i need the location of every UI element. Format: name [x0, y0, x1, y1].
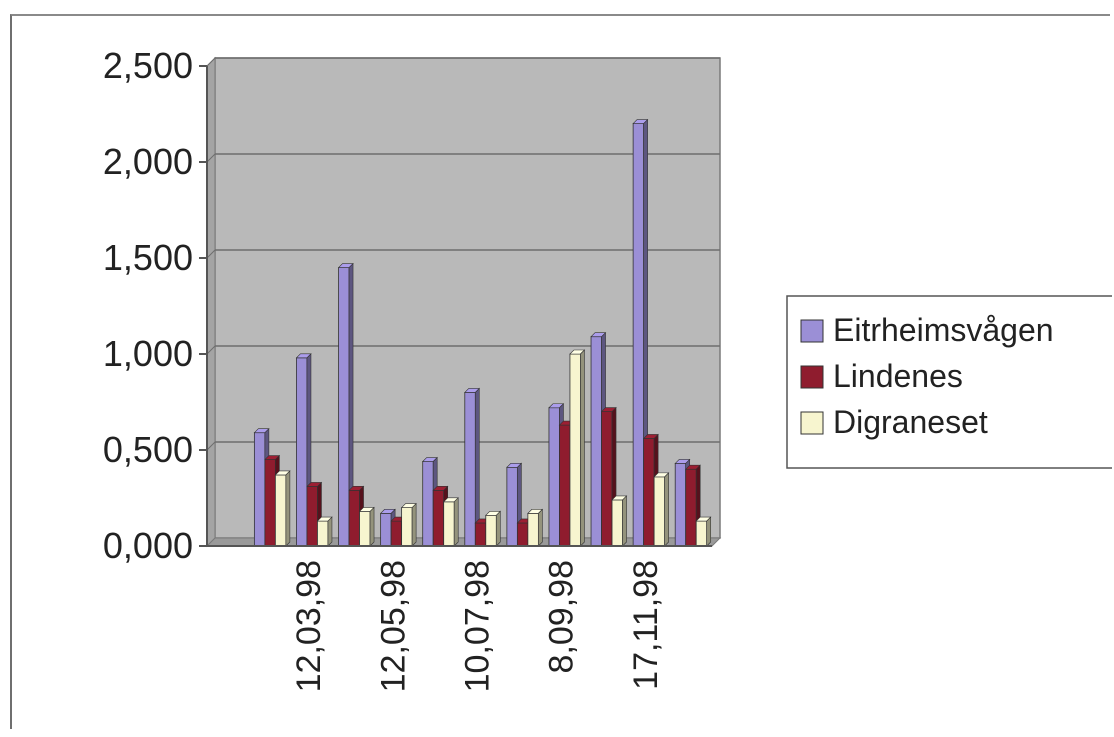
legend: Eitrheimsvågen Lindenes Digraneset	[786, 295, 1112, 469]
bar-side	[369, 506, 375, 547]
plot-side-wall	[206, 56, 216, 548]
bar	[611, 499, 623, 547]
bar	[559, 424, 571, 547]
bar	[516, 522, 529, 547]
gridline-side	[206, 57, 216, 67]
x-tick-label: 12,05,98	[374, 560, 412, 692]
bar	[653, 476, 666, 547]
bar	[601, 411, 613, 547]
y-tick-label: 2,000	[103, 141, 193, 182]
gridline-side	[206, 345, 216, 355]
y-tick-label: 0,000	[103, 525, 193, 566]
bar	[569, 353, 581, 547]
gridline-side	[206, 441, 216, 451]
bar	[643, 438, 655, 547]
bar	[432, 489, 445, 547]
y-tick-label: 2,500	[103, 45, 193, 86]
gridline-side	[206, 153, 216, 163]
bar	[274, 474, 287, 547]
x-tick-label: 10,07,98	[459, 560, 497, 692]
x-axis: 12,03,98 12,05,98 10,07,98 8,09,98 17,11,98	[207, 545, 712, 692]
legend-label: Eitrheimsvågen	[833, 312, 1054, 348]
bar	[338, 267, 350, 547]
bar	[317, 520, 329, 547]
chart-frame: 0,000 0,500 1,000 1,500 2,000 2,500 12,03,98 1…	[10, 14, 1112, 729]
bar	[443, 501, 455, 547]
bar	[348, 489, 360, 547]
bar	[253, 432, 266, 547]
bar	[401, 507, 413, 547]
bar	[527, 512, 539, 547]
legend-label: Lindenes	[833, 358, 963, 394]
x-tick-label: 12,03,98	[290, 560, 328, 692]
y-tick-label: 0,500	[103, 429, 193, 470]
x-tick-label: 17,11,98	[627, 560, 665, 690]
bar	[485, 514, 497, 547]
bar-side	[706, 516, 712, 547]
gridline-side	[206, 249, 216, 259]
bar	[380, 512, 392, 547]
bar-side	[411, 502, 417, 547]
legend-swatch	[800, 365, 824, 389]
bar	[674, 463, 687, 547]
legend-label: Digraneset	[833, 404, 988, 440]
legend-swatch	[800, 319, 824, 343]
bar-side	[538, 508, 543, 547]
bar-side	[327, 516, 333, 547]
legend-swatch	[800, 411, 824, 435]
bar-side	[580, 349, 585, 547]
legend-box	[786, 295, 1112, 469]
bar	[474, 522, 487, 547]
bar	[548, 407, 560, 547]
y-tick-label: 1,500	[103, 237, 193, 278]
y-tick-label: 1,000	[103, 333, 193, 374]
y-axis: 0,000 0,500 1,000 1,500 2,000 2,500	[103, 45, 208, 566]
bar	[296, 357, 308, 547]
bar	[590, 336, 602, 547]
bar-side	[622, 495, 627, 547]
bar	[464, 391, 476, 547]
bar	[306, 486, 318, 547]
bar-side	[453, 497, 459, 547]
bar-side	[495, 510, 501, 547]
bar	[506, 466, 518, 547]
bar	[685, 468, 697, 547]
x-tick-label: 8,09,98	[543, 560, 581, 673]
bar	[359, 511, 371, 547]
bar-side	[664, 472, 669, 547]
bar	[695, 520, 708, 547]
bar	[632, 123, 645, 547]
bar-side	[285, 470, 291, 547]
bar	[390, 520, 403, 547]
bars	[253, 118, 712, 547]
bar	[422, 461, 434, 547]
bar	[264, 459, 276, 547]
